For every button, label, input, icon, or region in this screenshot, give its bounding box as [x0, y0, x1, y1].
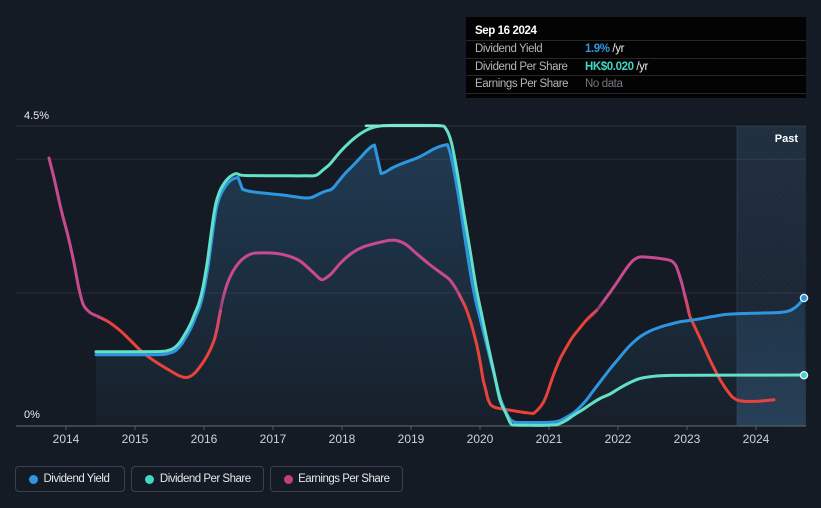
svg-text:2022: 2022 [605, 432, 632, 446]
svg-text:2015: 2015 [122, 432, 149, 446]
svg-text:4.5%: 4.5% [24, 110, 49, 122]
svg-text:2018: 2018 [329, 432, 356, 446]
svg-text:2024: 2024 [743, 432, 770, 446]
svg-text:2016: 2016 [191, 432, 218, 446]
svg-text:2020: 2020 [467, 432, 494, 446]
svg-text:0%: 0% [24, 409, 40, 421]
svg-text:2023: 2023 [674, 432, 701, 446]
svg-text:2014: 2014 [53, 432, 80, 446]
svg-text:2019: 2019 [398, 432, 425, 446]
svg-text:Past: Past [775, 133, 799, 145]
svg-text:2021: 2021 [536, 432, 563, 446]
svg-text:2017: 2017 [260, 432, 287, 446]
